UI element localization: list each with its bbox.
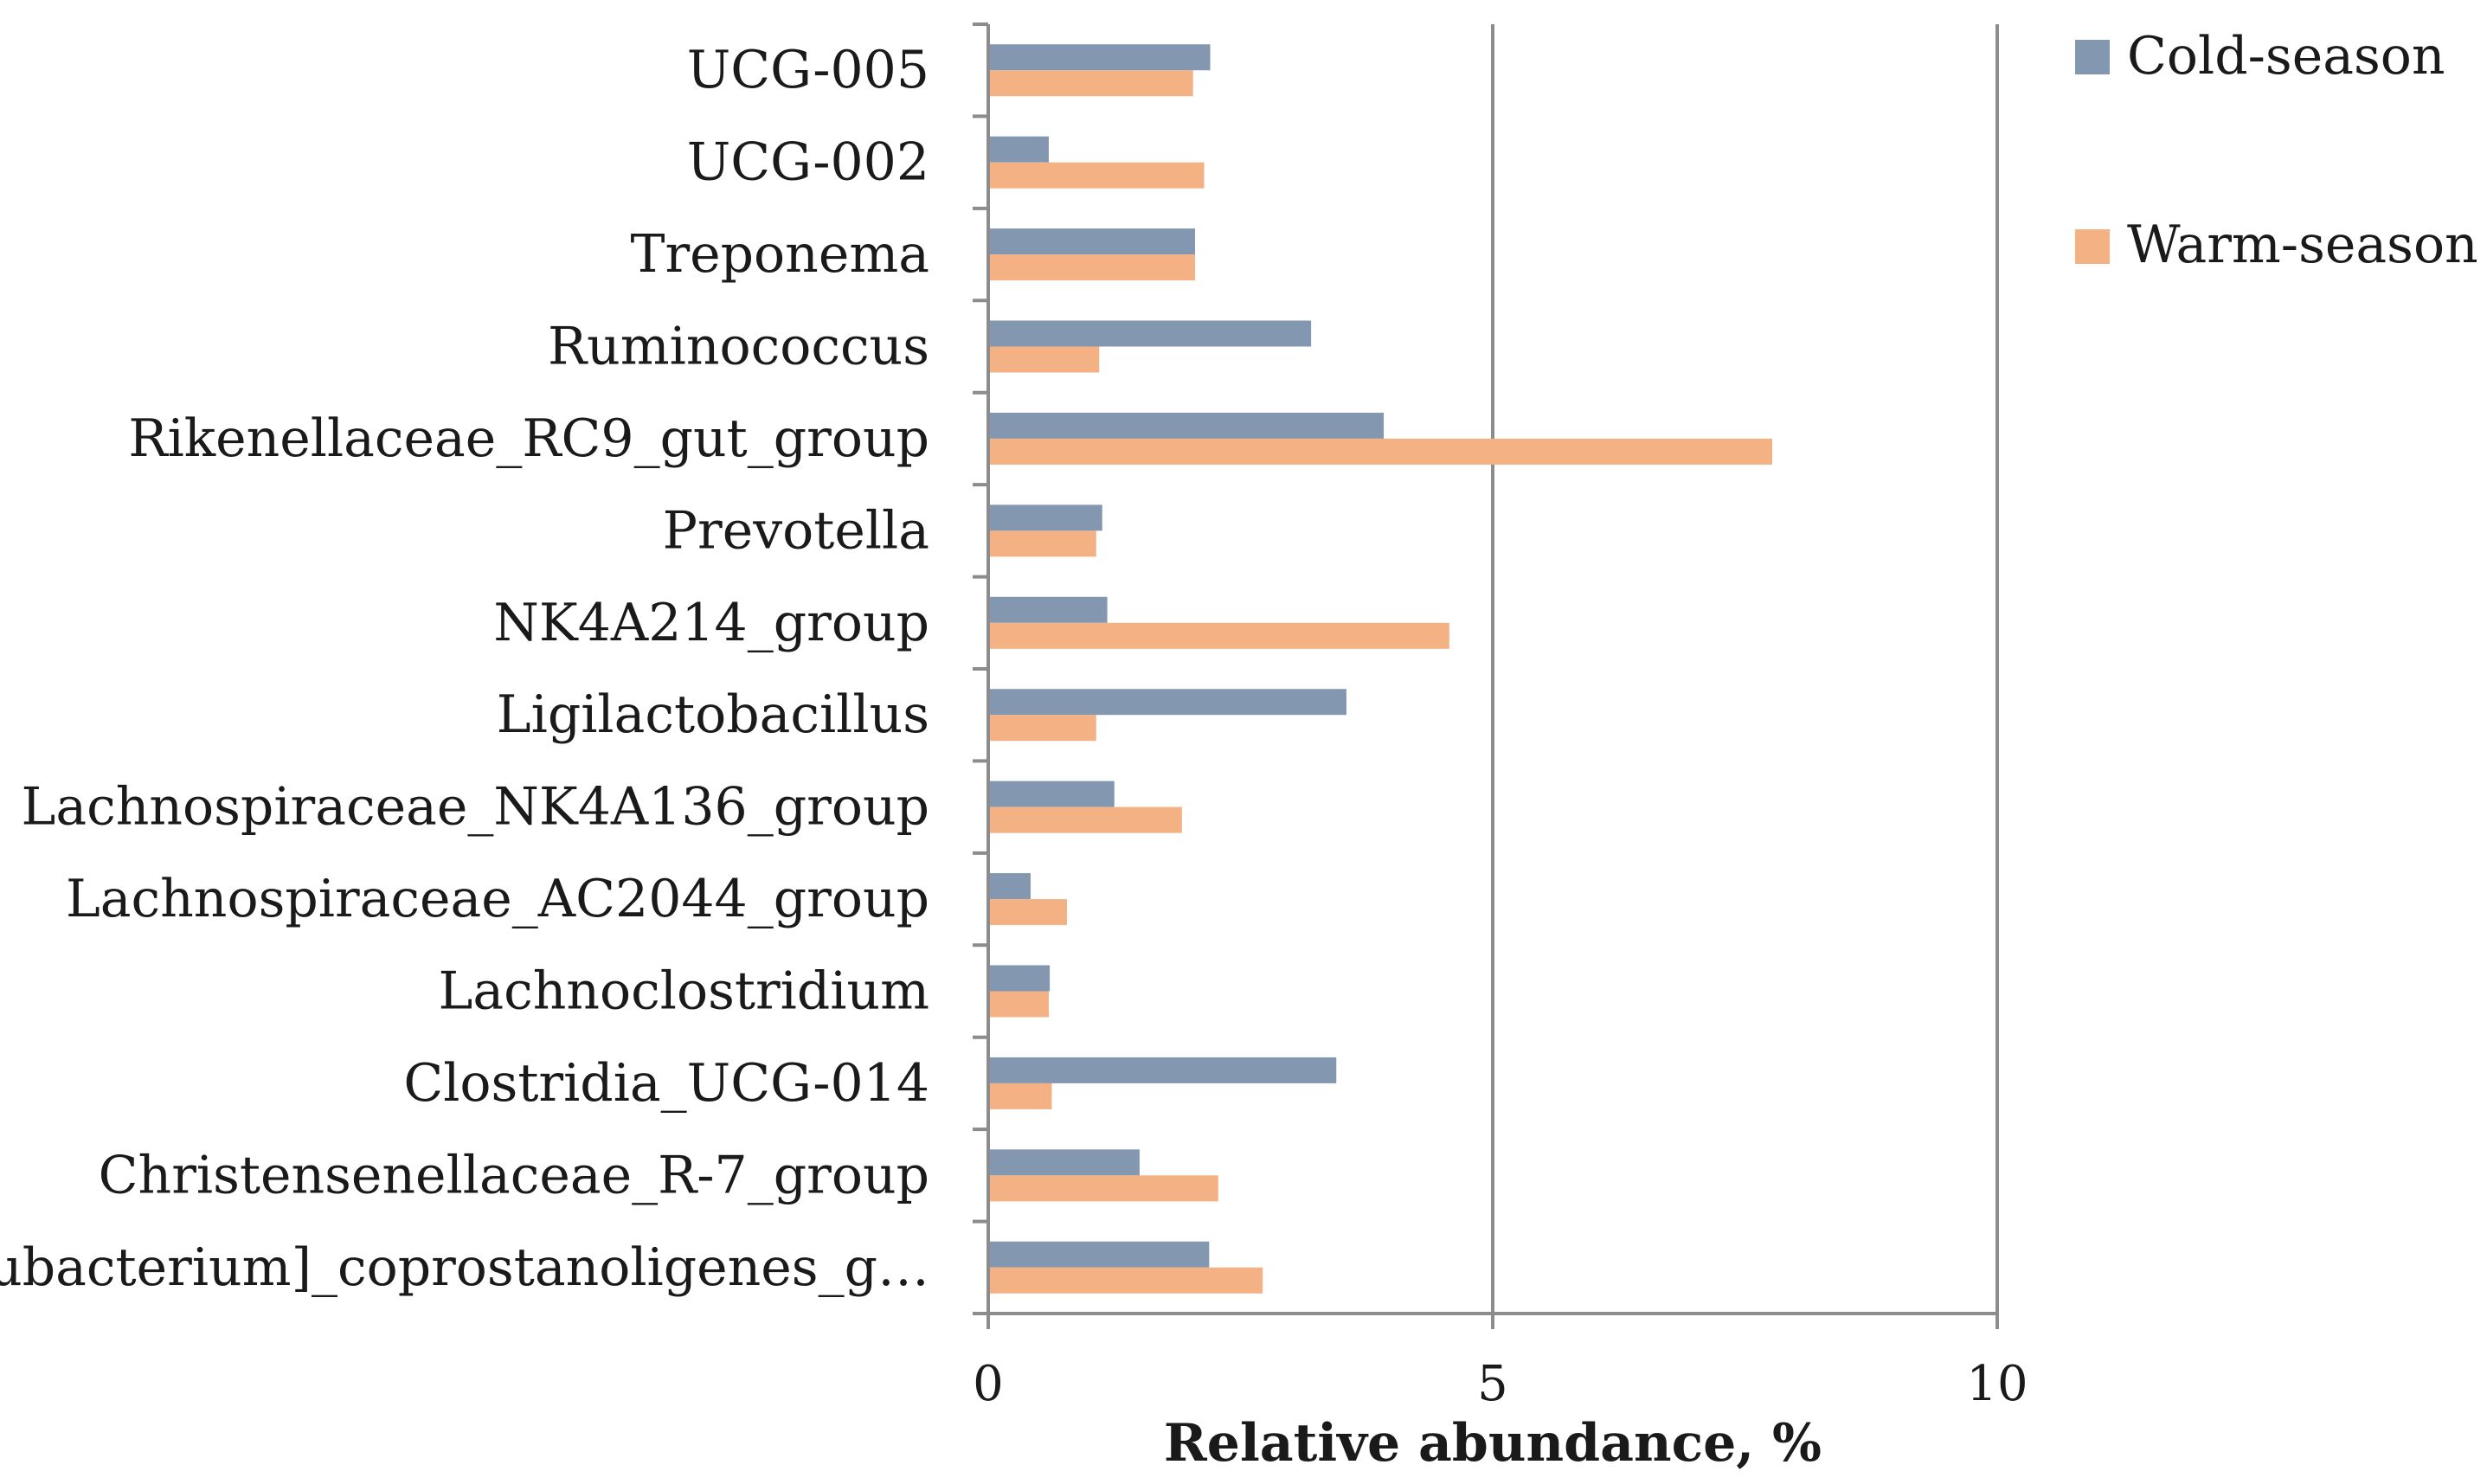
bar-warm-13 [988, 1267, 1263, 1294]
legend-swatch-warm [2075, 229, 2110, 264]
bar-cold-12 [988, 1149, 1140, 1176]
bars [988, 44, 1772, 1294]
bar-cold-1 [988, 136, 1049, 163]
bar-warm-12 [988, 1175, 1218, 1202]
axes [973, 22, 1999, 1329]
category-label: UCG-002 [687, 132, 929, 193]
x-axis-title: Relative abundance, % [1164, 1413, 1822, 1474]
legend: Cold-season Warm-season [2075, 26, 2478, 275]
bar-cold-11 [988, 1057, 1337, 1083]
category-label: Lachnoclostridium [439, 961, 929, 1022]
bar-cold-3 [988, 320, 1312, 347]
category-label: Ruminococcus [548, 317, 929, 377]
category-label: Prevotella [663, 500, 929, 561]
bar-cold-2 [988, 228, 1196, 255]
category-labels: UCG-005 UCG-002 Treponema Ruminococcus Riken… [0, 40, 929, 1298]
bar-cold-9 [988, 873, 1031, 900]
bar-cold-10 [988, 965, 1051, 992]
category-label: Christensenellaceae_R-7_group [99, 1145, 929, 1205]
category-label: Rikenellaceae_RC9_gut_group [128, 408, 929, 469]
category-label: Ligilactobacillus [497, 684, 929, 745]
x-tick-labels: 0 5 10 [973, 1356, 2028, 1412]
bar-cold-7 [988, 689, 1346, 716]
bar-cold-5 [988, 504, 1102, 531]
category-label: Lachnospiraceae_NK4A136_group [22, 777, 929, 838]
bar-warm-5 [988, 530, 1096, 557]
category-label: [Eubacterium]_coprostanoligenes_g… [0, 1237, 929, 1298]
bar-cold-6 [988, 596, 1108, 623]
bar-warm-2 [988, 254, 1196, 281]
bar-warm-10 [988, 991, 1049, 1018]
category-label: Lachnospiraceae_AC2044_group [66, 869, 929, 929]
category-label: Treponema [630, 224, 929, 285]
category-label: Clostridia_UCG-014 [403, 1053, 929, 1114]
bar-cold-8 [988, 781, 1115, 807]
bar-warm-9 [988, 899, 1067, 926]
bar-warm-11 [988, 1082, 1052, 1109]
x-tick-label: 10 [1966, 1356, 2028, 1412]
bar-warm-3 [988, 346, 1100, 373]
gridlines [1491, 24, 1999, 1314]
bar-warm-6 [988, 622, 1449, 649]
bar-warm-1 [988, 162, 1205, 189]
bar-cold-0 [988, 44, 1211, 71]
bar-warm-7 [988, 715, 1096, 742]
bar-warm-0 [988, 70, 1193, 97]
category-label: UCG-005 [687, 40, 929, 100]
x-tick-label: 5 [1477, 1356, 1508, 1412]
bar-cold-13 [988, 1241, 1210, 1268]
bar-warm-8 [988, 806, 1182, 833]
legend-label-cold: Cold-season [2127, 26, 2445, 87]
x-tick-label: 0 [973, 1356, 1004, 1412]
legend-label-warm: Warm-season [2127, 215, 2478, 275]
category-label: NK4A214_group [493, 593, 929, 653]
legend-swatch-cold [2075, 40, 2110, 74]
bar-warm-4 [988, 438, 1772, 465]
bar-cold-4 [988, 412, 1385, 439]
